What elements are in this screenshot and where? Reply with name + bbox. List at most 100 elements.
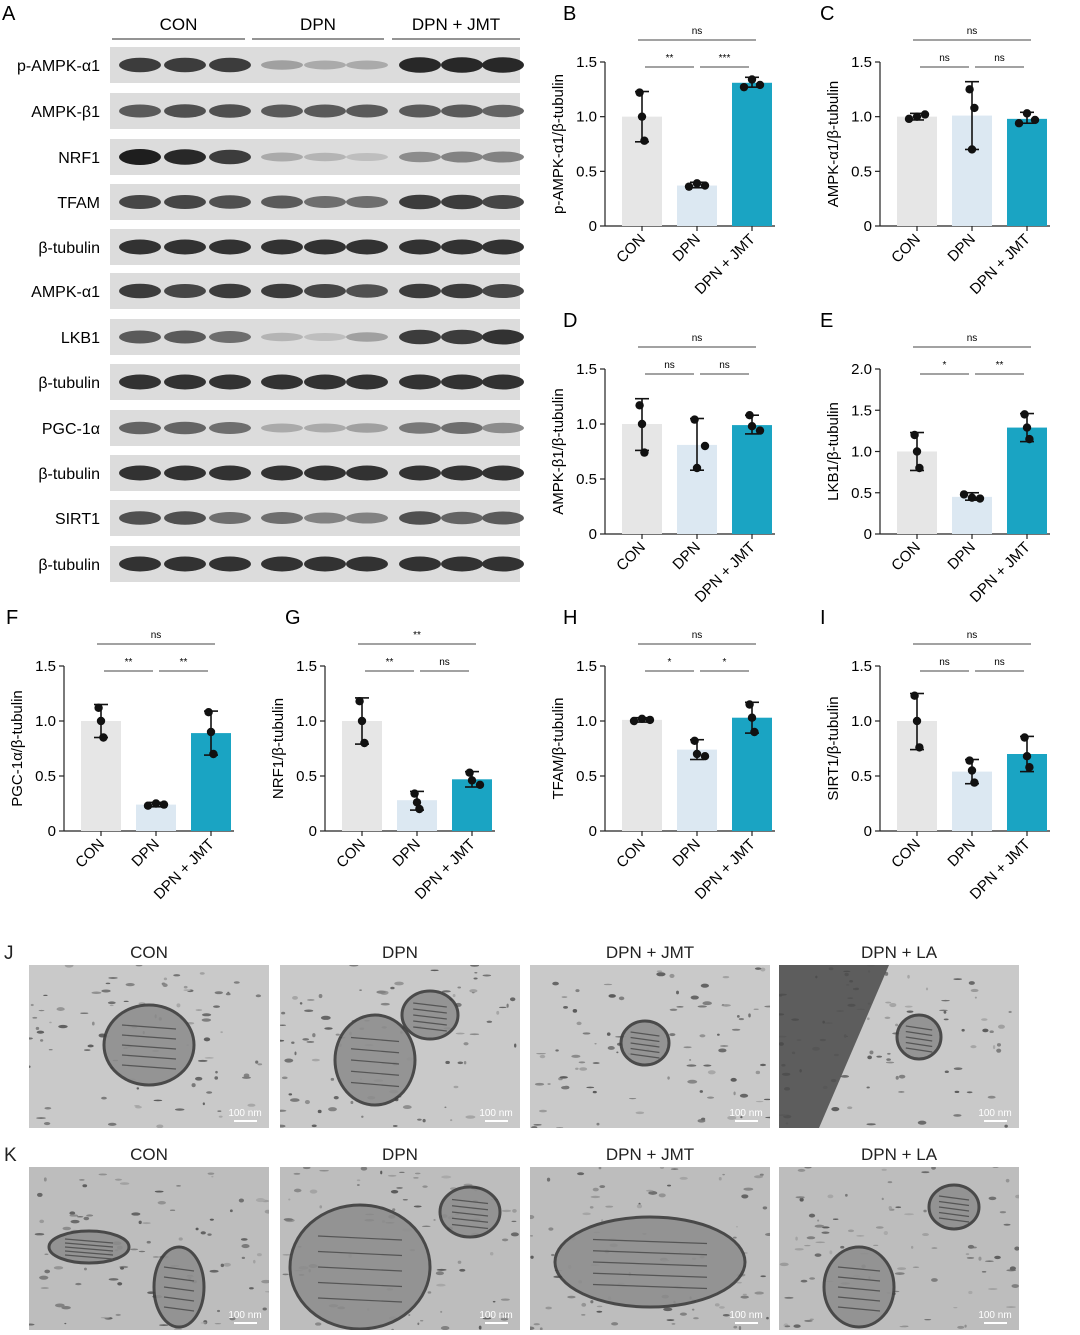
mitochondrial-crista — [592, 1261, 708, 1267]
em-texture — [607, 1046, 615, 1050]
mitochondrial-crista — [630, 1031, 660, 1037]
em-texture — [510, 997, 516, 1002]
em-texture — [280, 1109, 287, 1112]
mitochondrial-crista — [630, 1042, 660, 1048]
em-texture — [417, 1322, 420, 1326]
em-texture — [581, 1302, 587, 1307]
data-point — [637, 112, 647, 121]
em-texture — [199, 972, 205, 975]
em-texture — [457, 1260, 462, 1264]
blot-band — [482, 104, 524, 118]
em-texture — [496, 1010, 500, 1015]
bar — [1007, 118, 1047, 226]
data-point — [1025, 434, 1034, 444]
em-texture — [452, 993, 456, 998]
em-texture — [450, 1119, 453, 1122]
em-texture — [743, 1187, 754, 1191]
em-micrograph: 100 nm — [530, 965, 770, 1128]
em-texture — [754, 967, 762, 970]
blot-band — [119, 57, 161, 73]
em-micrograph: 100 nm — [779, 1167, 1019, 1330]
em-texture — [797, 1168, 806, 1172]
em-texture — [330, 1077, 335, 1081]
blot-band — [346, 196, 388, 208]
blot-band — [482, 422, 524, 434]
em-texture — [663, 1307, 673, 1312]
em-background — [779, 1167, 1019, 1330]
em-texture — [178, 1237, 183, 1241]
em-texture — [888, 1205, 892, 1210]
data-point — [684, 182, 694, 191]
em-texture — [281, 1011, 286, 1015]
em-texture — [283, 1218, 294, 1221]
data-point — [910, 430, 919, 440]
blot-band — [482, 329, 524, 345]
mitochondrial-crista — [451, 1211, 489, 1217]
em-texture — [978, 1256, 982, 1261]
blot-band — [441, 283, 483, 299]
y-tick-label: 0.5 — [851, 163, 872, 180]
mitochondrial-crista — [451, 1217, 489, 1223]
em-texture — [361, 1115, 364, 1118]
data-point — [465, 768, 474, 777]
em-texture — [988, 1288, 998, 1290]
em-texture — [809, 1318, 814, 1321]
data-point — [959, 490, 969, 499]
mitochondrial-crista — [413, 1026, 447, 1032]
em-texture — [1006, 1306, 1016, 1308]
bar-charts: B 0 0.5 1.0 1.5 p-AMPK-α1/β-tubulin CON DPN DPN … — [6, 3, 1050, 903]
mitochondrial-crista — [592, 1250, 708, 1256]
em-texture — [392, 1208, 396, 1212]
blot-band — [346, 465, 388, 481]
scale-bar-label: 100 nm — [978, 1108, 1011, 1119]
em-texture — [43, 1121, 51, 1126]
blot-band — [441, 104, 483, 118]
em-texture — [390, 986, 395, 990]
em-texture — [676, 990, 679, 995]
x-tick-label: CON — [888, 539, 924, 575]
data-point — [209, 749, 218, 759]
data-point — [94, 703, 103, 712]
em-texture — [887, 1052, 891, 1055]
blot-band — [209, 283, 251, 299]
em-texture — [831, 1107, 840, 1112]
em-texture — [1004, 1124, 1008, 1128]
em-texture — [304, 1009, 314, 1012]
bar — [677, 749, 717, 831]
em-texture — [714, 1303, 720, 1307]
em-texture — [108, 977, 118, 979]
em-texture — [176, 1003, 181, 1008]
em-texture — [1008, 1010, 1012, 1014]
em-texture — [611, 1322, 619, 1326]
em-texture — [536, 1052, 546, 1055]
em-texture — [125, 983, 135, 987]
em-texture — [284, 1058, 294, 1063]
blot-band — [209, 149, 251, 165]
em-texture — [753, 1008, 759, 1010]
em-texture — [498, 1006, 507, 1009]
em-texture — [703, 1064, 712, 1067]
mitochondrial-crista — [630, 1047, 660, 1054]
mitochondrial-crista — [905, 1041, 933, 1048]
em-texture — [390, 1190, 399, 1194]
blot-band — [304, 196, 346, 208]
bar — [952, 496, 992, 534]
em-texture — [474, 972, 478, 974]
em-texture — [590, 1300, 594, 1304]
em-texture — [847, 1229, 855, 1233]
blot-band — [209, 331, 251, 343]
blot-band — [399, 151, 441, 163]
em-texture — [530, 1255, 534, 1259]
em-texture — [666, 1319, 675, 1321]
mitochondrial-crista — [121, 1024, 177, 1030]
mitochondrial-crista — [905, 1030, 933, 1037]
em-texture — [531, 1126, 538, 1128]
mitochondrial-crista — [413, 1014, 447, 1020]
em-texture — [717, 1033, 720, 1036]
em-texture — [686, 1064, 697, 1067]
em-texture — [755, 1100, 764, 1103]
em-texture — [1009, 1266, 1016, 1271]
em-texture — [324, 1027, 333, 1030]
em-texture — [964, 1324, 967, 1328]
